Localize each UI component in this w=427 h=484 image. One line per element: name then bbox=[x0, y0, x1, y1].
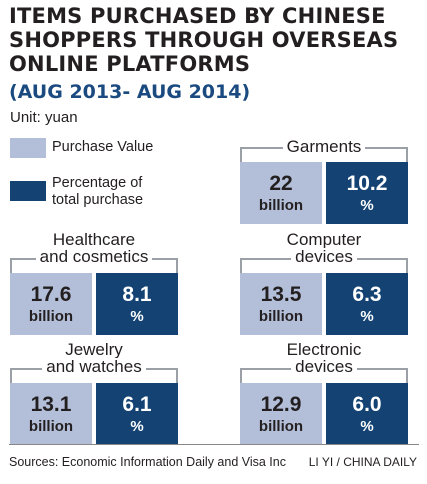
value-box-unit: billion bbox=[28, 417, 74, 435]
percentage-box-number: 8.1 bbox=[122, 282, 152, 306]
category-label-line: devices bbox=[240, 358, 408, 375]
category-healthcare-and-cosmetics: Healthcare and cosmetics 17.6 billion 8.1% bbox=[10, 231, 178, 335]
value-box-unit: billion bbox=[258, 307, 304, 325]
percentage-box: 6.0% bbox=[326, 383, 408, 445]
percentage-box: 6.3% bbox=[326, 273, 408, 335]
footer-divider bbox=[9, 444, 419, 445]
category-label-line: Computer bbox=[240, 231, 408, 248]
percentage-box: 10.2% bbox=[326, 162, 408, 224]
category-label: Electronic devices bbox=[240, 341, 408, 375]
percentage-box-unit: % bbox=[130, 417, 144, 435]
percentage-box: 8.1% bbox=[96, 273, 178, 335]
chart-title-line: ITEMS PURCHASED BY CHINESE bbox=[9, 4, 386, 28]
percentage-box-unit: % bbox=[360, 417, 374, 435]
chart-subtitle: (AUG 2013- AUG 2014) bbox=[9, 81, 251, 103]
source-note: Sources: Economic Information Daily and … bbox=[9, 455, 286, 469]
value-box-unit: billion bbox=[28, 307, 74, 325]
percentage-box-unit: % bbox=[360, 196, 374, 214]
chart-title: ITEMS PURCHASED BY CHINESE SHOPPERS THRO… bbox=[9, 4, 421, 76]
category-jewelry-and-watches: Jewelry and watches 13.1 billion 6.1% bbox=[10, 341, 178, 445]
chart-title-line: ONLINE PLATFORMS bbox=[9, 52, 251, 76]
percentage-box-number: 10.2 bbox=[346, 171, 388, 195]
legend-label-line: Purchase Value bbox=[52, 139, 154, 155]
category-label: Computer devices bbox=[240, 231, 408, 265]
legend-label-line: Percentage of bbox=[52, 175, 143, 191]
legend-label-percentage: Percentage of total purchase bbox=[52, 175, 143, 209]
category-label-line: Jewelry bbox=[10, 341, 178, 358]
legend-swatch-percentage bbox=[10, 181, 46, 201]
value-box-unit: billion bbox=[258, 196, 304, 214]
legend-swatch-value bbox=[10, 138, 46, 158]
value-box: 12.9 billion bbox=[240, 383, 322, 445]
category-label-line: Garments bbox=[240, 138, 408, 155]
value-box-unit: billion bbox=[258, 417, 304, 435]
credit-note: LI YI / CHINA DAILY bbox=[308, 455, 417, 469]
value-box-number: 13.1 bbox=[30, 392, 72, 416]
category-electronic-devices: Electronic devices 12.9 billion 6.0% bbox=[240, 341, 408, 445]
value-box: 13.5 billion bbox=[240, 273, 322, 335]
category-label-line: Healthcare bbox=[10, 231, 178, 248]
value-box: 13.1 billion bbox=[10, 383, 92, 445]
value-box-number: 17.6 bbox=[30, 282, 72, 306]
chart-title-line: SHOPPERS THROUGH OVERSEAS bbox=[9, 28, 399, 52]
category-label: Healthcare and cosmetics bbox=[10, 231, 178, 265]
percentage-box-number: 6.1 bbox=[122, 392, 152, 416]
category-label: Jewelry and watches bbox=[10, 341, 178, 375]
value-box: 22 billion bbox=[240, 162, 322, 224]
value-box-number: 12.9 bbox=[260, 392, 302, 416]
category-label-line: and watches bbox=[10, 358, 178, 375]
category-garments: Garments 22 billion 10.2% bbox=[240, 138, 408, 224]
unit-label: Unit: yuan bbox=[10, 109, 78, 126]
percentage-box-unit: % bbox=[130, 307, 144, 325]
percentage-box-number: 6.0 bbox=[352, 392, 382, 416]
percentage-box-unit: % bbox=[360, 307, 374, 325]
category-label-line: and cosmetics bbox=[10, 248, 178, 265]
category-label-line: devices bbox=[240, 248, 408, 265]
legend-label-line: total purchase bbox=[52, 192, 144, 208]
percentage-box-number: 6.3 bbox=[352, 282, 382, 306]
category-computer-devices: Computer devices 13.5 billion 6.3% bbox=[240, 231, 408, 335]
category-label-line: Electronic bbox=[240, 341, 408, 358]
value-box-number: 22 bbox=[269, 171, 293, 195]
value-box: 17.6 billion bbox=[10, 273, 92, 335]
value-box-number: 13.5 bbox=[260, 282, 302, 306]
category-label: Garments bbox=[240, 138, 408, 155]
legend-label-value: Purchase Value bbox=[52, 139, 153, 156]
percentage-box: 6.1% bbox=[96, 383, 178, 445]
